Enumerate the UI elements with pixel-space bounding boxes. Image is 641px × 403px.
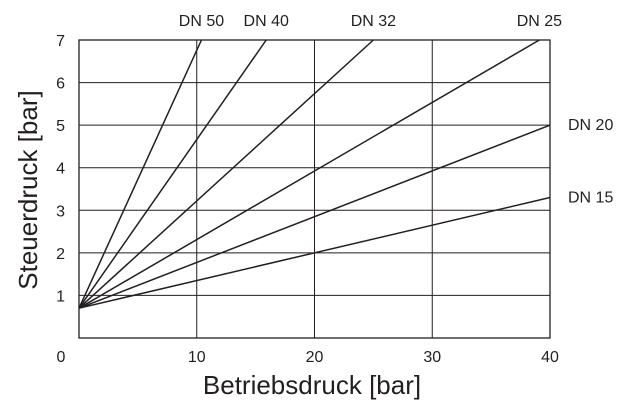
series-line-dn-25 bbox=[78, 39, 540, 309]
x-tick-10: 10 bbox=[188, 349, 206, 366]
y-tick-1: 1 bbox=[56, 288, 65, 305]
x-tick-0: 0 bbox=[57, 349, 66, 366]
grid bbox=[78, 40, 550, 338]
series-label-dn-15: DN 15 bbox=[568, 190, 613, 207]
y-tick-4: 4 bbox=[56, 161, 65, 178]
series-labels: DN 50 DN 40 DN 32 DN 25 DN 20 DN 15 bbox=[179, 13, 614, 207]
series-lines bbox=[78, 39, 551, 309]
series-label-dn-50: DN 50 bbox=[179, 13, 224, 30]
series-label-dn-32: DN 32 bbox=[351, 13, 396, 30]
x-tick-40: 40 bbox=[541, 349, 559, 366]
series-line-dn-40 bbox=[78, 39, 267, 309]
series-line-dn-15 bbox=[78, 196, 551, 309]
series-line-dn-20 bbox=[78, 124, 551, 309]
series-label-dn-40: DN 40 bbox=[244, 13, 289, 30]
series-label-dn-25: DN 25 bbox=[517, 13, 562, 30]
y-tick-7: 7 bbox=[56, 33, 65, 50]
y-axis-title: Steuerdruck [bar] bbox=[13, 90, 43, 289]
y-tick-labels: 1 2 3 4 5 6 7 bbox=[56, 33, 65, 305]
y-tick-5: 5 bbox=[56, 118, 65, 135]
plot-frame bbox=[78, 39, 551, 339]
series-line-dn-50 bbox=[78, 39, 203, 309]
series-line-dn-32 bbox=[78, 39, 374, 309]
y-tick-6: 6 bbox=[56, 76, 65, 93]
y-tick-3: 3 bbox=[56, 203, 65, 220]
x-tick-30: 30 bbox=[423, 349, 441, 366]
x-tick-labels: 0 10 20 30 40 bbox=[57, 349, 559, 366]
x-axis-title: Betriebsdruck [bar] bbox=[203, 370, 421, 400]
y-tick-2: 2 bbox=[56, 246, 65, 263]
series-label-dn-20: DN 20 bbox=[568, 117, 613, 134]
x-tick-20: 20 bbox=[306, 349, 324, 366]
